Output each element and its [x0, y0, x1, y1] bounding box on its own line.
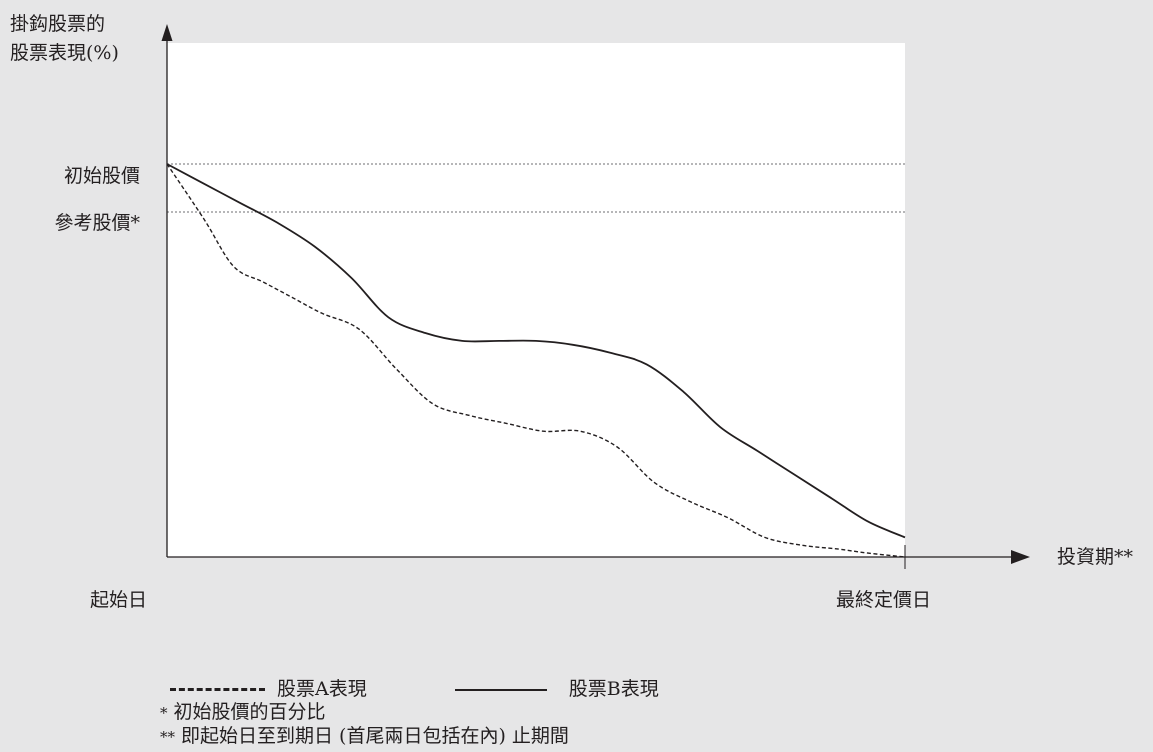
footnote-2: ** 即起始日至到期日 (首尾兩日包括在內) 止期間 [160, 725, 659, 749]
x-start-label: 起始日 [90, 589, 147, 611]
footnote-1-mark: * [160, 704, 168, 722]
legend-label-stock-a: 股票A表現 [277, 678, 367, 700]
series-line-stock-b [166, 163, 906, 539]
y-axis-label-line2: 股票表現(%) [10, 42, 119, 64]
footnote-1-text: 初始股價的百分比 [173, 701, 326, 723]
footnote-2-mark: ** [160, 728, 175, 746]
x-end-label: 最終定價日 [836, 589, 931, 611]
reference-label-initial: 初始股價 [64, 165, 140, 187]
legend-swatch-solid [454, 688, 547, 691]
x-axis-label: 投資期** [1057, 546, 1134, 568]
legend-label-stock-b: 股票B表現 [568, 678, 659, 700]
footnote-1: * 初始股價的百分比 [160, 701, 659, 725]
series-lines [166, 163, 906, 558]
line-chart: 掛鈎股票的 股票表現(%) 初始股價 參考股價* 投資期** 起始日 最終定價日 [10, 13, 1134, 611]
legend-and-notes: 股票A表現 股票B表現 * 初始股價的百分比 ** 即起始日至到期日 (首尾兩日包括… [160, 678, 659, 749]
x-axis-arrow [1011, 550, 1030, 564]
reference-label-reference: 參考股價* [54, 212, 140, 234]
y-axis-arrow [161, 24, 173, 41]
legend: 股票A表現 股票B表現 [160, 678, 659, 701]
plot-area [167, 43, 905, 557]
y-axis-label-line1: 掛鈎股票的 [10, 13, 105, 35]
legend-swatch-dashed [170, 688, 265, 691]
footnote-2-text: 即起始日至到期日 (首尾兩日包括在內) 止期間 [181, 725, 569, 747]
